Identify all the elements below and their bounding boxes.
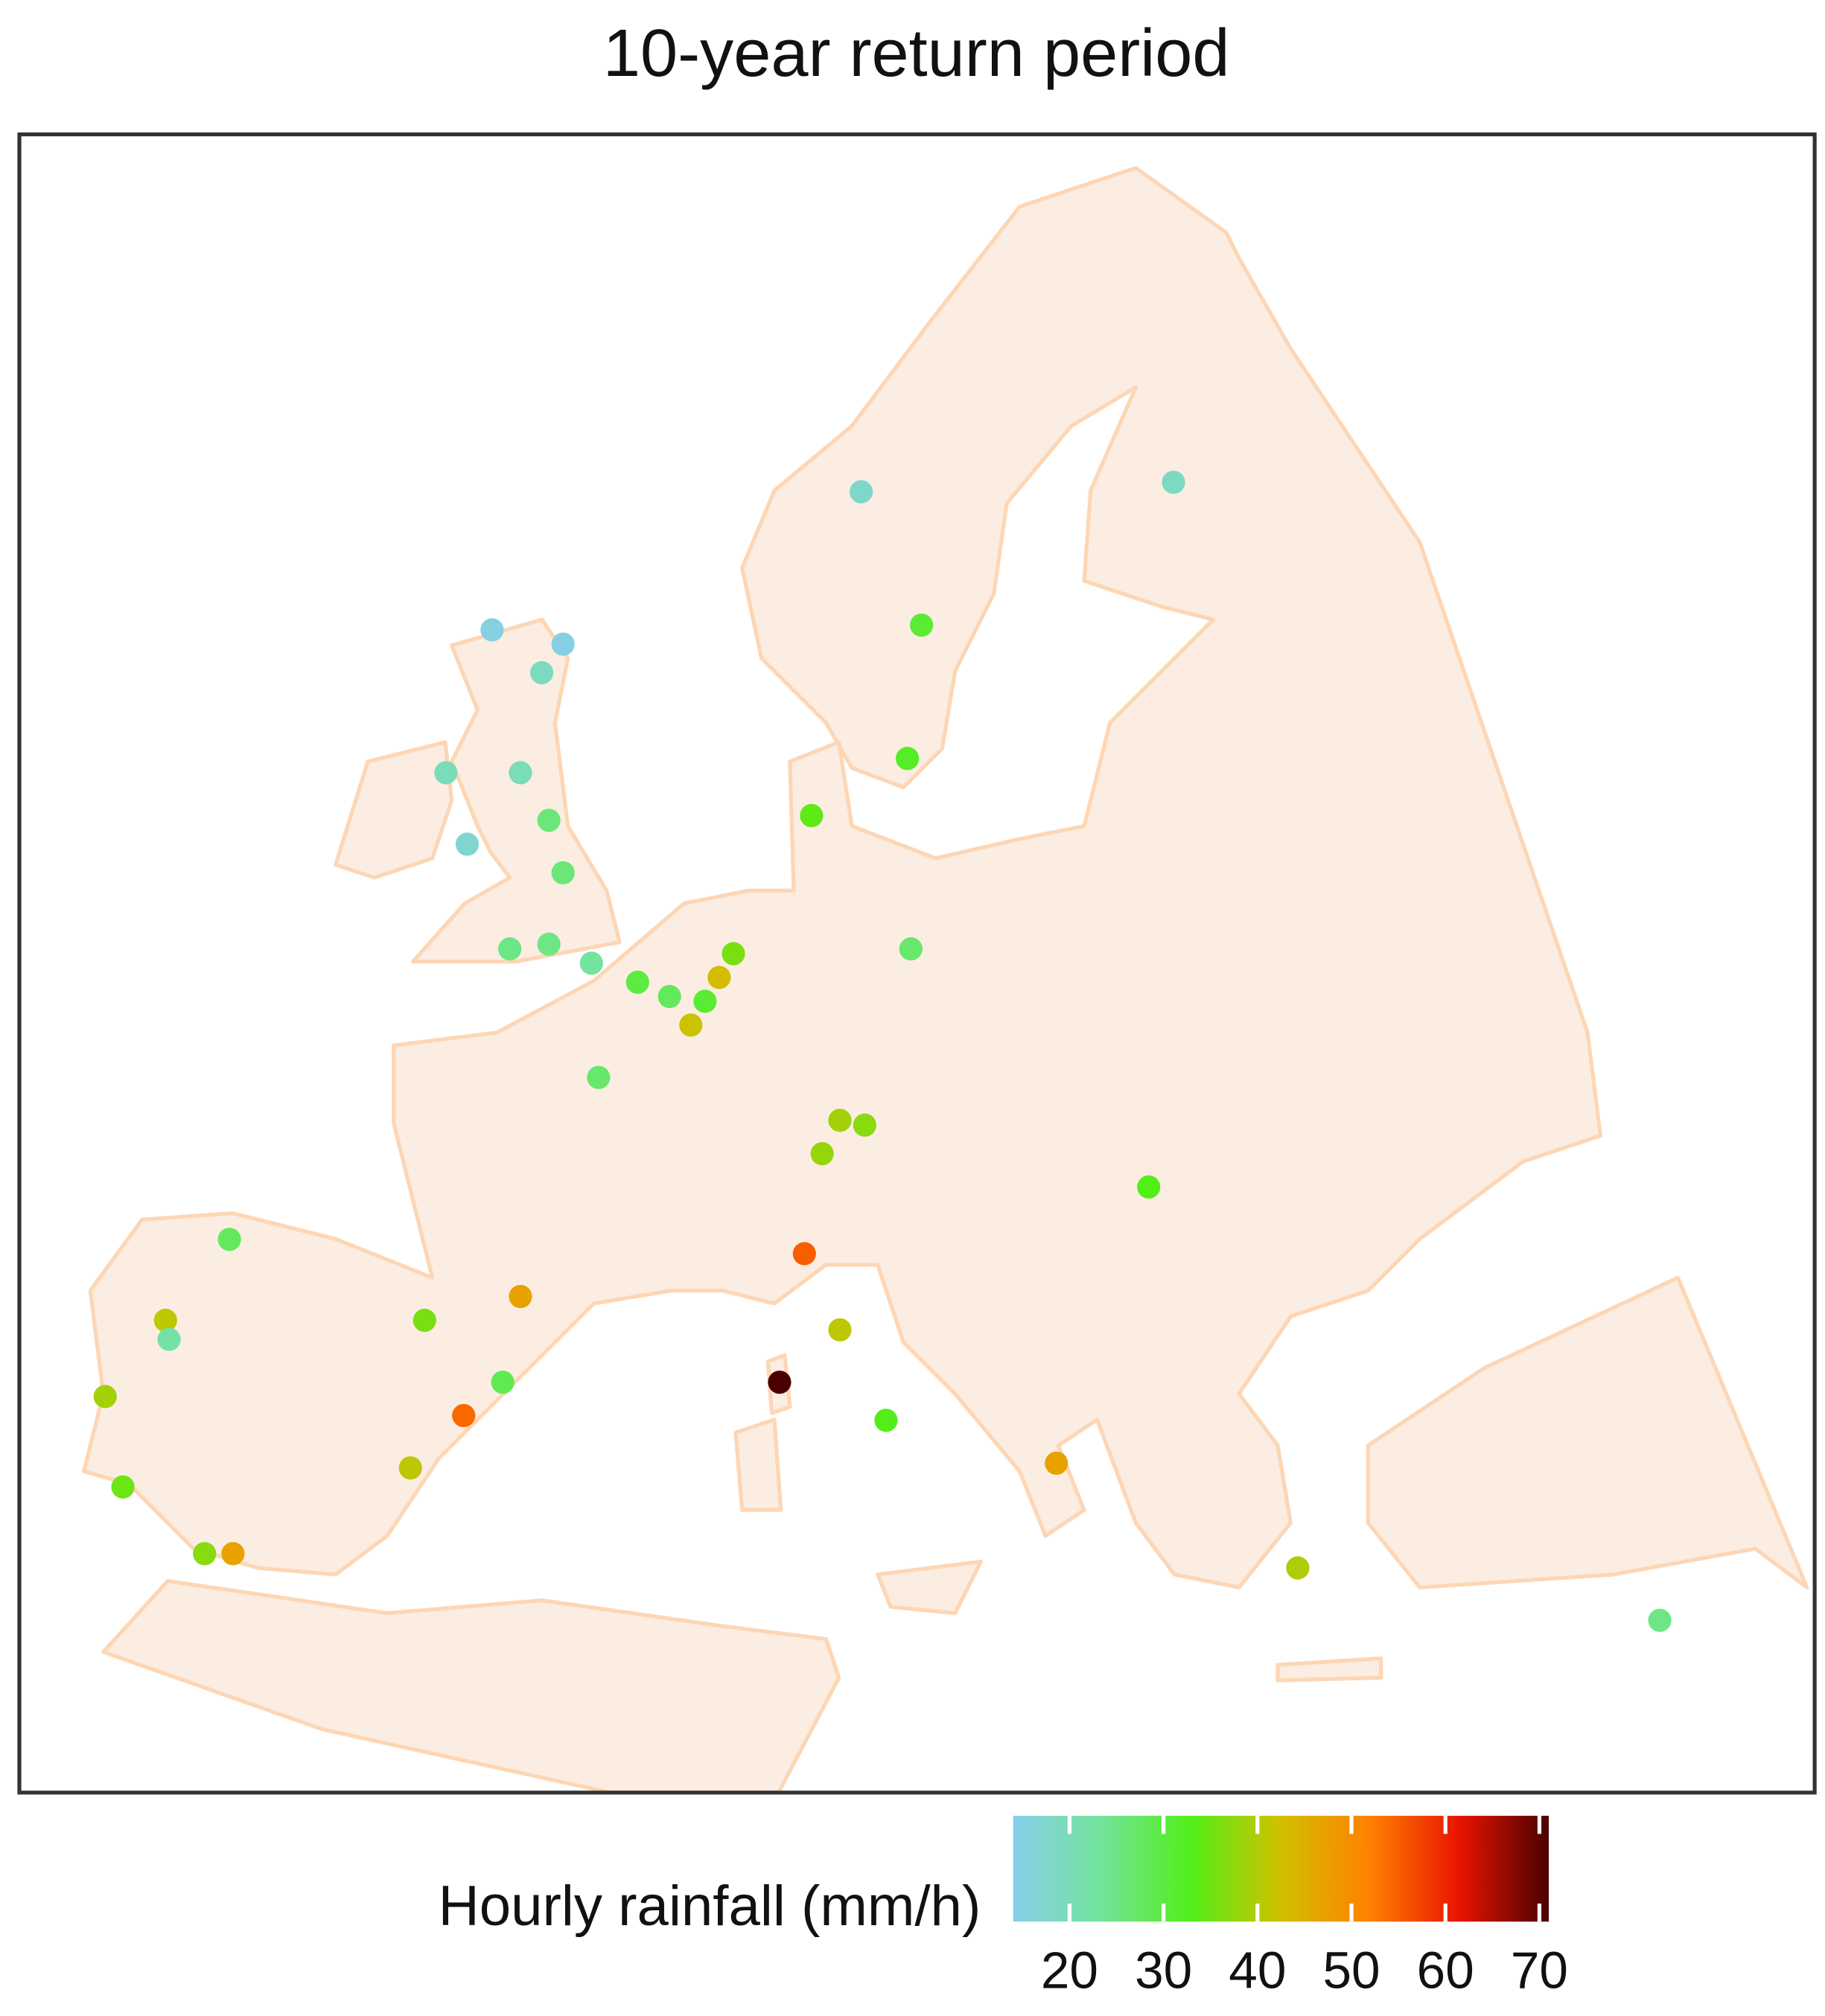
station-point	[537, 808, 561, 832]
land-africa	[101, 1579, 841, 1793]
station-point	[679, 1013, 703, 1037]
land-europe	[82, 165, 1602, 1589]
station-point	[398, 1456, 422, 1480]
station-point	[899, 937, 923, 961]
station-point	[800, 803, 824, 828]
station-point	[551, 861, 575, 884]
station-point	[579, 951, 603, 975]
station-point	[1648, 1608, 1672, 1633]
colorbar-tick-label: 60	[1417, 1942, 1474, 2000]
station-point	[874, 1409, 898, 1432]
station-point	[551, 632, 575, 656]
station-point	[111, 1475, 135, 1499]
station-point	[480, 618, 504, 642]
stations	[93, 470, 1672, 1633]
station-point	[693, 989, 717, 1013]
land-crete	[1275, 1656, 1383, 1682]
station-point	[895, 747, 920, 771]
chart-title: 10-year return period	[603, 16, 1230, 91]
colorbar-ticks: 20 30 40 50 60 70	[1041, 1816, 1568, 2000]
station-point	[434, 761, 458, 785]
colorbar-tick-label: 30	[1135, 1942, 1192, 2000]
station-point	[625, 970, 649, 995]
station-point	[1137, 1175, 1161, 1199]
station-point	[157, 1327, 181, 1351]
station-point	[455, 832, 480, 856]
land-ireland	[334, 740, 454, 880]
station-point	[529, 661, 554, 685]
land-turkey	[1366, 1275, 1809, 1589]
station-point	[849, 479, 873, 504]
station-point	[498, 937, 522, 961]
station-point	[853, 1113, 876, 1137]
station-point	[828, 1109, 852, 1132]
station-point	[537, 932, 561, 956]
station-point	[707, 966, 731, 989]
station-point	[509, 761, 532, 785]
colorbar-tick-label: 50	[1322, 1942, 1380, 2000]
station-point	[153, 1308, 177, 1333]
station-point	[910, 613, 934, 637]
station-point	[828, 1318, 852, 1342]
colorbar-label: Hourly rainfall (mm/h)	[439, 1875, 981, 1938]
basemap	[82, 165, 1809, 1793]
station-point	[810, 1142, 834, 1166]
station-point	[413, 1308, 436, 1333]
station-point	[657, 984, 681, 1009]
station-point	[722, 942, 745, 966]
map-frame	[17, 132, 1817, 1795]
station-point	[587, 1065, 611, 1089]
station-point	[491, 1371, 515, 1394]
colorbar-tick-label: 40	[1229, 1942, 1286, 2000]
station-point	[1286, 1556, 1310, 1580]
station-point	[217, 1228, 241, 1251]
land-sardinia	[733, 1417, 783, 1512]
station-point	[1162, 470, 1185, 494]
station-point	[768, 1371, 792, 1394]
station-point	[1045, 1451, 1068, 1476]
station-point	[792, 1242, 816, 1266]
colorbar-tick-label: 70	[1511, 1942, 1568, 2000]
station-point	[509, 1284, 532, 1309]
colorbar	[1013, 1816, 1550, 1922]
station-point	[93, 1385, 117, 1409]
land-sicily	[876, 1560, 983, 1615]
station-point	[452, 1403, 476, 1428]
station-point	[221, 1542, 245, 1566]
colorbar-tick-label: 20	[1041, 1942, 1098, 2000]
station-point	[193, 1542, 217, 1566]
